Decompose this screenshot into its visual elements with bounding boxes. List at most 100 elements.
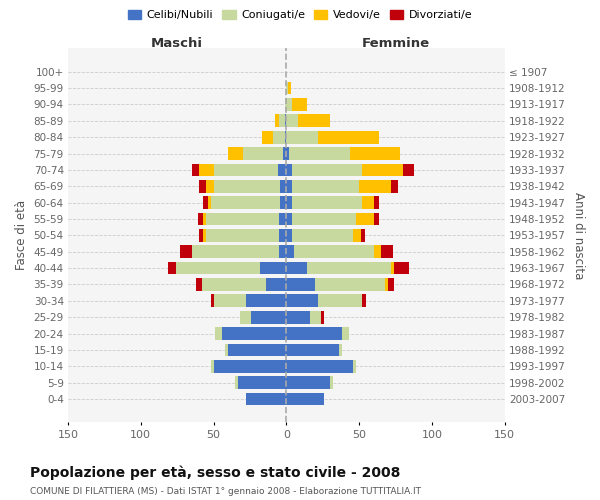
Bar xyxy=(214,360,286,372)
Bar xyxy=(279,229,286,241)
Bar xyxy=(359,180,391,192)
Bar xyxy=(211,196,280,209)
Text: Popolazione per età, sesso e stato civile - 2008: Popolazione per età, sesso e stato civil… xyxy=(30,465,400,479)
Bar xyxy=(278,164,286,176)
Text: Femmine: Femmine xyxy=(361,38,430,51)
Y-axis label: Anni di nascita: Anni di nascita xyxy=(572,192,585,279)
Bar xyxy=(199,229,203,241)
Bar xyxy=(388,278,394,291)
Bar xyxy=(286,294,319,307)
Bar xyxy=(403,164,415,176)
Text: COMUNE DI FILATTIERA (MS) - Dati ISTAT 1° gennaio 2008 - Elaborazione TUTTITALIA: COMUNE DI FILATTIERA (MS) - Dati ISTAT 1… xyxy=(30,488,421,496)
Bar xyxy=(191,246,279,258)
Bar xyxy=(292,212,356,226)
Bar xyxy=(273,131,285,143)
Bar xyxy=(279,246,286,258)
Bar xyxy=(202,278,266,291)
Bar xyxy=(206,229,279,241)
Bar xyxy=(214,180,280,192)
Bar xyxy=(286,360,353,372)
Bar xyxy=(391,180,398,192)
Bar xyxy=(286,262,307,274)
Bar xyxy=(240,311,251,324)
Bar xyxy=(191,164,199,176)
Bar xyxy=(214,294,245,307)
Bar xyxy=(374,212,379,226)
Bar xyxy=(211,294,214,307)
Bar xyxy=(206,212,279,226)
Bar xyxy=(330,376,333,389)
Bar xyxy=(176,262,260,274)
Bar xyxy=(339,344,341,356)
Bar xyxy=(208,196,211,209)
Bar xyxy=(286,246,293,258)
Bar xyxy=(292,196,362,209)
Bar xyxy=(286,311,310,324)
Bar xyxy=(286,327,341,340)
Text: Maschi: Maschi xyxy=(151,38,203,51)
Bar xyxy=(245,392,286,406)
Bar xyxy=(292,229,353,241)
Bar xyxy=(362,196,374,209)
Bar xyxy=(285,98,286,111)
Bar xyxy=(228,344,286,356)
Y-axis label: Fasce di età: Fasce di età xyxy=(15,200,28,270)
Bar xyxy=(319,294,362,307)
Bar xyxy=(292,164,362,176)
Bar xyxy=(298,114,330,127)
Bar xyxy=(203,229,206,241)
Bar xyxy=(275,114,279,127)
Bar xyxy=(353,360,356,372)
Bar xyxy=(286,147,289,160)
Bar xyxy=(206,180,214,192)
Bar xyxy=(211,360,214,372)
Bar xyxy=(292,98,307,111)
Bar xyxy=(288,82,290,94)
Bar xyxy=(381,246,392,258)
Bar xyxy=(262,131,273,143)
Bar xyxy=(280,180,286,192)
Bar xyxy=(286,229,292,241)
Bar xyxy=(197,212,203,226)
Bar xyxy=(286,164,292,176)
Bar xyxy=(203,196,208,209)
Bar xyxy=(242,147,283,160)
Bar xyxy=(245,294,286,307)
Bar xyxy=(203,212,206,226)
Bar xyxy=(286,180,292,192)
Bar xyxy=(214,164,278,176)
Bar xyxy=(362,294,367,307)
Bar xyxy=(286,376,330,389)
Bar xyxy=(374,196,379,209)
Bar xyxy=(321,311,324,324)
Bar xyxy=(350,147,400,160)
Bar xyxy=(341,327,349,340)
Bar xyxy=(286,278,316,291)
Bar xyxy=(215,327,222,340)
Bar xyxy=(362,164,403,176)
Bar xyxy=(286,114,298,127)
Bar xyxy=(235,376,238,389)
Bar xyxy=(307,262,391,274)
Bar xyxy=(283,147,286,160)
Bar xyxy=(251,311,286,324)
Bar xyxy=(361,229,365,241)
Bar xyxy=(385,278,388,291)
Bar xyxy=(286,344,339,356)
Bar xyxy=(238,376,286,389)
Bar xyxy=(292,180,359,192)
Bar xyxy=(180,246,191,258)
Bar xyxy=(286,212,292,226)
Bar xyxy=(286,98,292,111)
Bar xyxy=(310,311,321,324)
Bar xyxy=(293,246,374,258)
Bar xyxy=(286,392,324,406)
Bar xyxy=(374,246,381,258)
Bar xyxy=(286,131,319,143)
Bar xyxy=(356,212,374,226)
Bar xyxy=(391,262,394,274)
Bar xyxy=(199,164,214,176)
Bar xyxy=(286,82,288,94)
Bar xyxy=(394,262,409,274)
Legend: Celibi/Nubili, Coniugati/e, Vedovi/e, Divorziati/e: Celibi/Nubili, Coniugati/e, Vedovi/e, Di… xyxy=(124,6,476,25)
